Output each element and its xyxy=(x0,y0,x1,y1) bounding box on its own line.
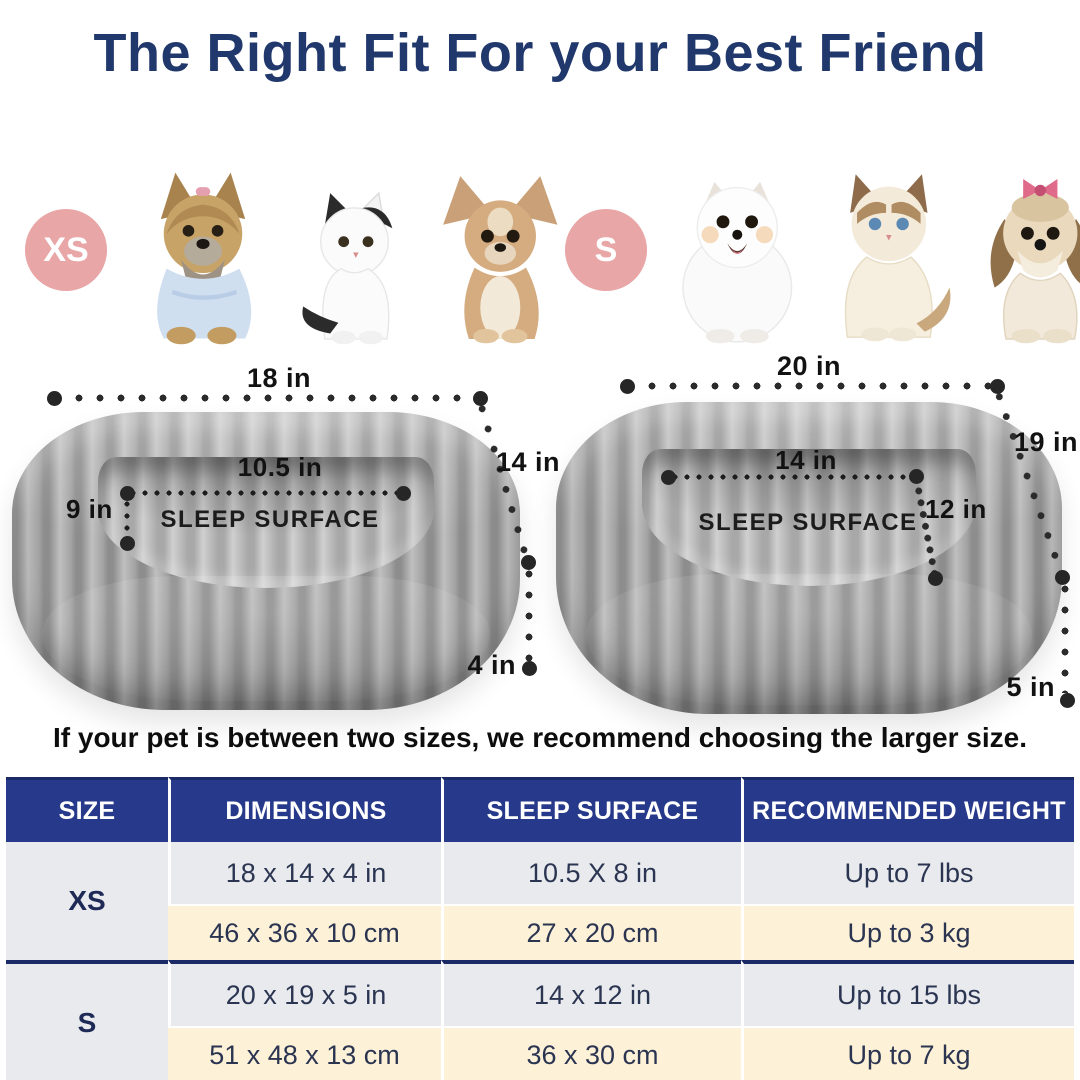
bed-s-surface-depth-label: 12 in xyxy=(925,494,987,524)
bed-s-surface-width-label: 14 in xyxy=(775,445,837,475)
cell-xs-weight-kg: Up to 3 kg xyxy=(741,904,1074,960)
bed-illustration-s xyxy=(556,402,1062,714)
col-header-recommended-weight: RECOMMENDED WEIGHT xyxy=(741,777,1074,842)
col-header-size: SIZE xyxy=(6,777,168,842)
dim-endpoint-dot xyxy=(928,571,943,586)
shih-tzu-icon xyxy=(990,179,1080,344)
pet-pomeranian-image xyxy=(663,168,813,350)
cell-xs-weight-lbs: Up to 7 lbs xyxy=(741,842,1074,904)
pet-group-s: S xyxy=(565,150,1080,350)
pet-chihuahua-image xyxy=(426,168,576,350)
dim-endpoint-dot xyxy=(396,486,411,501)
cell-s-dimensions-in: 20 x 19 x 5 in xyxy=(168,960,441,1026)
table-header-row: SIZE DIMENSIONS SLEEP SURFACE RECOMMENDE… xyxy=(6,777,1074,842)
size-cell-xs: XS xyxy=(6,842,168,960)
cell-xs-surface-cm: 27 x 20 cm xyxy=(441,904,741,960)
dim-endpoint-dot xyxy=(522,661,537,676)
cell-xs-surface-in: 10.5 X 8 in xyxy=(441,842,741,904)
size-table: SIZE DIMENSIONS SLEEP SURFACE RECOMMENDE… xyxy=(6,777,1074,1080)
bed-s-sleep-surface-label: SLEEP SURFACE xyxy=(698,509,918,536)
dim-endpoint-dot xyxy=(909,469,924,484)
black-white-cat-icon xyxy=(302,191,393,345)
col-header-dimensions: DIMENSIONS xyxy=(168,777,441,842)
bed-s-height-dim-label: 5 in xyxy=(1006,672,1055,702)
bed-s-surface-width-line xyxy=(672,474,912,480)
size-badge-s: S xyxy=(565,209,647,291)
table-row-s-cm: 51 x 48 x 13 cm 36 x 30 cm Up to 7 kg xyxy=(6,1026,1074,1080)
bed-s-top-dim-label: 20 in xyxy=(776,351,842,381)
dim-endpoint-dot xyxy=(120,536,135,551)
ragdoll-cat-icon xyxy=(844,174,951,342)
pet-ragdoll-cat-image xyxy=(817,160,962,350)
dim-endpoint-dot xyxy=(521,555,536,570)
bed-xs-surface-width-label: 10.5 in xyxy=(237,452,323,482)
bed-xs-surface-width-line xyxy=(130,490,398,496)
bed-illustration-xs xyxy=(12,412,520,710)
dim-endpoint-dot xyxy=(1055,570,1070,585)
dim-endpoint-dot xyxy=(473,391,488,406)
bed-xs-surface-depth-label: 9 in xyxy=(66,494,113,524)
bed-xs-height-dim-line xyxy=(525,570,533,662)
bed-xs-side-dim-label: 14 in xyxy=(496,447,561,477)
chihuahua-icon xyxy=(443,176,558,344)
cell-xs-dimensions-in: 18 x 14 x 4 in xyxy=(168,842,441,904)
bed-s-height-dim-line xyxy=(1061,585,1069,693)
sizing-note: If your pet is between two sizes, we rec… xyxy=(52,722,1028,753)
table-row-xs-in: XS 18 x 14 x 4 in 10.5 X 8 in Up to 7 lb… xyxy=(6,842,1074,960)
bed-xs-sleep-surface-label: SLEEP SURFACE xyxy=(160,506,380,533)
pet-yorkshire-terrier-image xyxy=(123,164,283,350)
dim-endpoint-dot xyxy=(620,379,635,394)
bed-xs-top-dim-line xyxy=(54,394,481,402)
cell-xs-dimensions-cm: 46 x 36 x 10 cm xyxy=(168,904,441,960)
pet-shih-tzu-image xyxy=(966,168,1080,350)
bed-xs-height-dim-label: 4 in xyxy=(467,650,516,680)
dim-endpoint-dot xyxy=(120,486,135,501)
dim-endpoint-dot xyxy=(661,470,676,485)
pet-group-xs: XS xyxy=(25,150,558,350)
bed-xs-top-dim-label: 18 in xyxy=(246,363,312,393)
cell-s-weight-lbs: Up to 15 lbs xyxy=(741,960,1074,1026)
dim-endpoint-dot xyxy=(990,379,1005,394)
pet-black-white-cat-image xyxy=(287,182,422,350)
table-row-xs-cm: 46 x 36 x 10 cm 27 x 20 cm Up to 3 kg xyxy=(6,904,1074,960)
bed-s-top-dim-line xyxy=(627,382,997,390)
cell-s-surface-in: 14 x 12 in xyxy=(441,960,741,1026)
pomeranian-icon xyxy=(682,181,793,344)
yorkshire-terrier-icon xyxy=(157,172,252,345)
cell-s-surface-cm: 36 x 30 cm xyxy=(441,1026,741,1080)
bed-s-side-dim-label: 19 in xyxy=(1014,427,1079,457)
dim-endpoint-dot xyxy=(47,391,62,406)
dim-endpoint-dot xyxy=(1060,693,1075,708)
size-badge-xs: XS xyxy=(25,209,107,291)
col-header-sleep-surface: SLEEP SURFACE xyxy=(441,777,741,842)
size-cell-s: S xyxy=(6,960,168,1080)
cell-s-weight-kg: Up to 7 kg xyxy=(741,1026,1074,1080)
table-row-s-in: S 20 x 19 x 5 in 14 x 12 in Up to 15 lbs xyxy=(6,960,1074,1080)
cell-s-dimensions-cm: 51 x 48 x 13 cm xyxy=(168,1026,441,1080)
bed-xs-surface-depth-line xyxy=(124,501,130,539)
page-title: The Right Fit For your Best Friend xyxy=(93,23,987,83)
